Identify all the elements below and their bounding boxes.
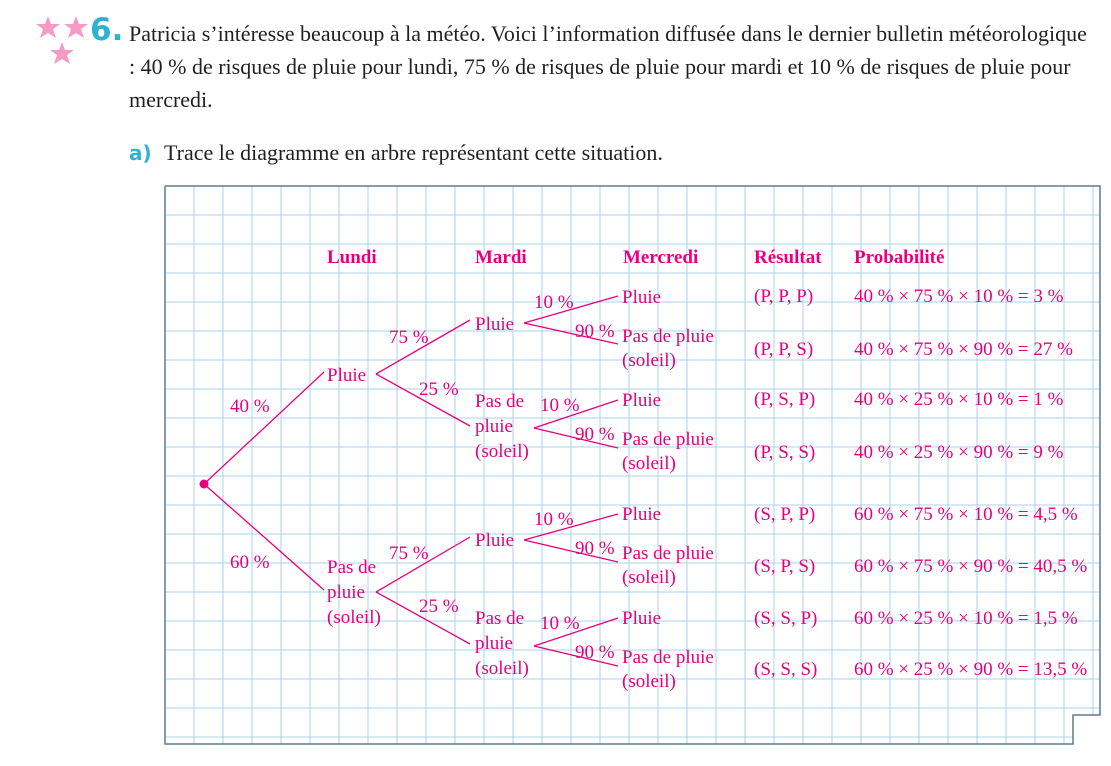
node-wednesday-sun: (soleil)	[622, 671, 676, 692]
node-monday-sun: Pas de	[327, 557, 376, 578]
node-monday-sun: pluie	[327, 582, 365, 603]
outcome-result: (P, S, S)	[754, 442, 815, 463]
prob-wednesday-rain: 10 %	[540, 395, 580, 416]
outcome-probability: 60 % × 25 % × 10 % = 1,5 %	[854, 608, 1078, 629]
node-tuesday: pluie	[475, 633, 513, 654]
exercise-number: 6.	[90, 12, 124, 48]
node-wednesday-sun: Pas de pluie	[622, 647, 714, 668]
header-mercredi: Mercredi	[623, 247, 698, 268]
prob-tuesday: 25 %	[419, 596, 459, 617]
prob-monday-sun: 60 %	[230, 552, 270, 573]
tree-branch	[375, 373, 471, 427]
outcome-result: (S, S, P)	[754, 608, 817, 629]
node-wednesday-sun: Pas de pluie	[622, 543, 714, 564]
node-monday-sun: (soleil)	[327, 607, 381, 628]
node-wednesday-rain: Pluie	[622, 608, 661, 629]
tree-branches	[199, 295, 619, 667]
tree-branch	[533, 399, 619, 429]
exercise-statement: Patricia s’intéresse beaucoup à la météo…	[129, 21, 1087, 112]
prob-wednesday-sun: 90 %	[575, 538, 615, 559]
tree-branch	[375, 319, 471, 375]
header-mardi: Mardi	[475, 247, 527, 268]
prob-wednesday-rain: 10 %	[540, 613, 580, 634]
header-resultat: Résultat	[754, 247, 822, 268]
node-wednesday-sun: (soleil)	[622, 350, 676, 371]
tree-branch	[203, 371, 325, 485]
node-tuesday: Pas de	[475, 608, 524, 629]
outcome-probability: 60 % × 75 % × 90 % = 40,5 %	[854, 556, 1087, 577]
tree-branch	[375, 536, 471, 593]
outcome-probability: 40 % × 75 % × 10 % = 3 %	[854, 286, 1064, 307]
tree-branch	[523, 539, 619, 563]
tree-labels: 40 % 60 % Pluie Pas de pluie (soleil) 75 % Plui…	[230, 287, 714, 692]
node-wednesday-sun: Pas de pluie	[622, 429, 714, 450]
node-tuesday: pluie	[475, 416, 513, 437]
node-tuesday: Pluie	[475, 530, 514, 551]
node-tuesday: Pluie	[475, 314, 514, 335]
outcome-result: (P, P, S)	[754, 339, 813, 360]
tree-branch	[203, 483, 325, 591]
question-text: Trace le diagramme en arbre représentant…	[164, 140, 663, 165]
prob-wednesday-sun: 90 %	[575, 642, 615, 663]
outcome-probability: 40 % × 75 % × 90 % = 27 %	[854, 339, 1073, 360]
prob-tuesday: 75 %	[389, 327, 429, 348]
node-wednesday-rain: Pluie	[622, 287, 661, 308]
tree-branch	[375, 591, 471, 645]
grid-paper	[164, 185, 1101, 745]
outcome-result: (S, S, S)	[754, 659, 817, 680]
node-wednesday-sun: Pas de pluie	[622, 326, 714, 347]
tree-branch	[533, 617, 619, 647]
tree-branch	[523, 322, 619, 345]
prob-wednesday-sun: 90 %	[575, 424, 615, 445]
node-monday-rain: Pluie	[327, 365, 366, 386]
node-tuesday: Pas de	[475, 391, 524, 412]
outcome-result: (P, P, P)	[754, 286, 813, 307]
tree-branch	[533, 427, 619, 449]
header-lundi: Lundi	[327, 247, 377, 268]
outcome-result: (S, P, S)	[754, 556, 815, 577]
node-tuesday: (soleil)	[475, 441, 529, 462]
tree-branch	[523, 513, 619, 541]
grid-border	[164, 185, 1101, 745]
outcome-result: (P, S, P)	[754, 389, 815, 410]
outcome-probability: 40 % × 25 % × 90 % = 9 %	[854, 442, 1064, 463]
node-wednesday-rain: Pluie	[622, 504, 661, 525]
outcome-result: (S, P, P)	[754, 504, 815, 525]
outcome-probability: 60 % × 25 % × 90 % = 13,5 %	[854, 659, 1087, 680]
node-tuesday: (soleil)	[475, 658, 529, 679]
outcomes-table: (P, P, P) 40 % × 75 % × 10 % = 3 % (P, P, …	[754, 286, 1087, 680]
tree-branch	[523, 295, 619, 324]
prob-monday-rain: 40 %	[230, 396, 270, 417]
question-label: a)	[129, 141, 152, 165]
node-wednesday-sun: (soleil)	[622, 567, 676, 588]
prob-wednesday-rain: 10 %	[534, 292, 574, 313]
prob-wednesday-rain: 10 %	[534, 509, 574, 530]
prob-wednesday-sun: 90 %	[575, 321, 615, 342]
outcome-probability: 60 % × 75 % × 10 % = 4,5 %	[854, 504, 1078, 525]
prob-tuesday: 75 %	[389, 543, 429, 564]
tree-branch	[533, 645, 619, 667]
outcome-probability: 40 % × 25 % × 10 % = 1 %	[854, 389, 1064, 410]
node-wednesday-sun: (soleil)	[622, 453, 676, 474]
header-probabilite: Probabilité	[854, 247, 944, 268]
prob-tuesday: 25 %	[419, 379, 459, 400]
node-wednesday-rain: Pluie	[622, 390, 661, 411]
difficulty-stars-icon	[36, 16, 88, 64]
column-headers: Lundi Mardi Mercredi Résultat Probabilité	[327, 247, 944, 268]
